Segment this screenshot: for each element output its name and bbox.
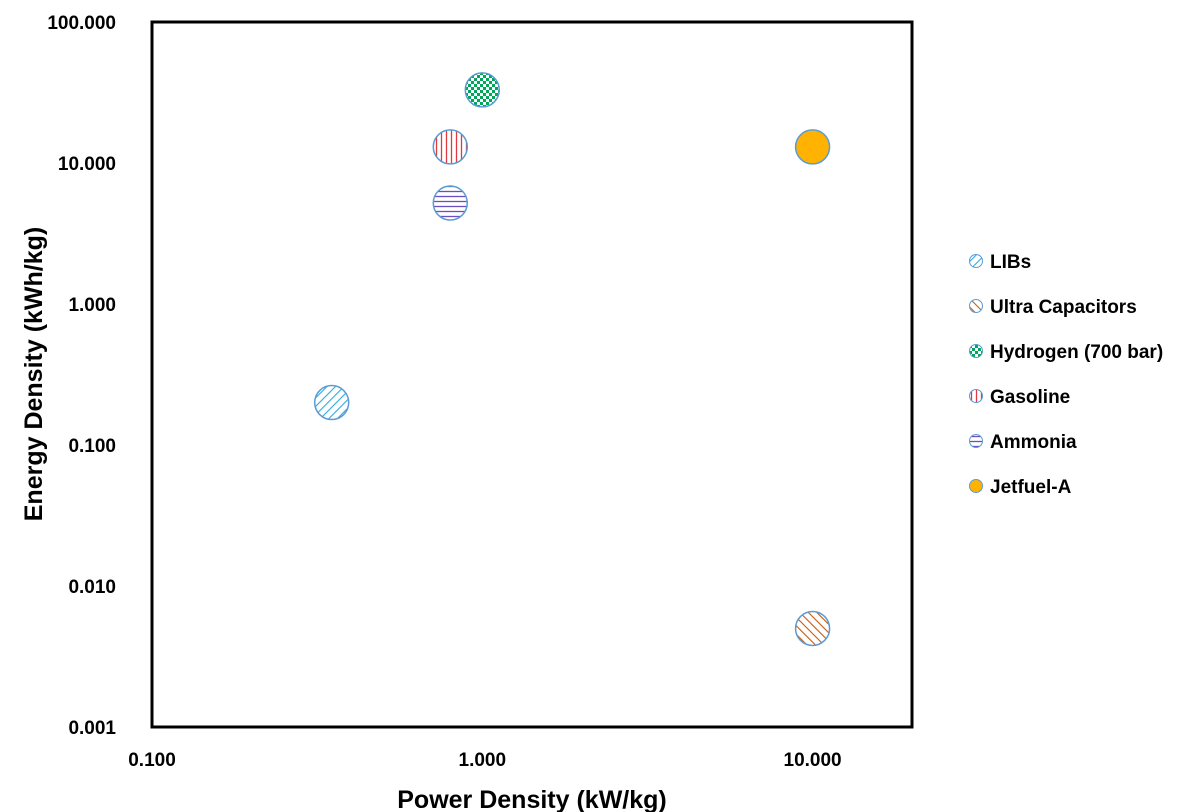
- y-tick-label: 100.000: [47, 13, 116, 34]
- y-tick-label: 1.000: [68, 295, 116, 316]
- data-point: [432, 185, 469, 221]
- legend-label: Ammonia: [990, 432, 1077, 453]
- plot-area: [150, 20, 914, 729]
- y-tick-label: 0.010: [68, 577, 116, 598]
- x-axis-ticks: 0.100 1.000 10.000: [128, 750, 841, 771]
- legend-marker: [969, 434, 983, 448]
- data-point: [313, 384, 350, 421]
- legend-marker: [969, 299, 983, 313]
- legend-label: Hydrogen (700 bar): [990, 342, 1163, 363]
- x-tick-label: 10.000: [784, 750, 842, 771]
- y-axis-title: Energy Density (kWh/kg): [20, 227, 48, 522]
- y-axis-ticks: 0.001 0.010 0.100 1.000 10.000 100.000: [47, 13, 116, 739]
- data-point: [432, 129, 469, 165]
- legend: LIBs Ultra Capacitors Hydrogen (700 bar) Ga…: [969, 252, 1163, 498]
- legend-label: Gasoline: [990, 387, 1070, 408]
- x-tick-label: 0.100: [128, 750, 176, 771]
- legend-label: Ultra Capacitors: [990, 297, 1137, 318]
- data-point: [794, 610, 831, 647]
- x-axis-title: Power Density (kW/kg): [397, 786, 667, 812]
- data-point: [464, 72, 501, 108]
- legend-marker: [969, 389, 983, 403]
- x-tick-label: 1.000: [459, 750, 507, 771]
- legend-label: LIBs: [990, 252, 1031, 273]
- legend-marker: [969, 344, 983, 358]
- y-tick-label: 0.100: [68, 436, 116, 457]
- legend-label: Jetfuel-A: [990, 477, 1072, 498]
- y-tick-label: 0.001: [68, 718, 116, 739]
- legend-marker: [969, 479, 983, 493]
- legend-marker: [969, 254, 983, 268]
- y-tick-label: 10.000: [58, 154, 116, 175]
- data-point: [794, 129, 831, 165]
- data-points: [313, 72, 831, 647]
